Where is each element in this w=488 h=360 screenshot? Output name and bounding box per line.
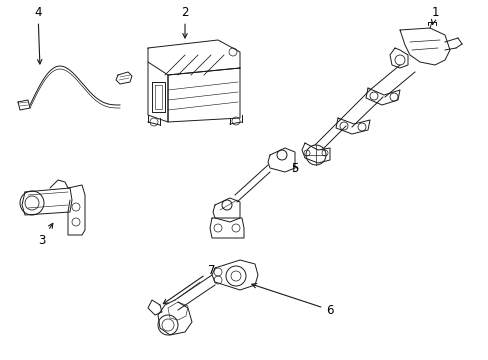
Text: 4: 4 bbox=[34, 5, 42, 64]
Text: 5: 5 bbox=[291, 162, 298, 175]
Text: 7: 7 bbox=[163, 264, 215, 304]
Text: 6: 6 bbox=[251, 284, 333, 316]
Text: 1: 1 bbox=[430, 5, 438, 24]
Text: 2: 2 bbox=[181, 5, 188, 38]
Text: 3: 3 bbox=[38, 223, 53, 247]
